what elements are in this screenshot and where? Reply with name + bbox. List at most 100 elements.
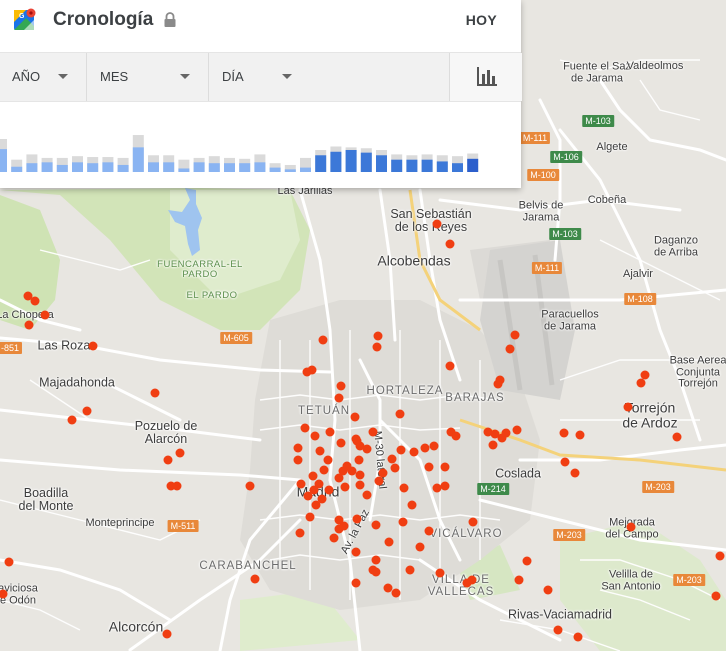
location-marker[interactable] [440,481,450,491]
location-marker[interactable] [505,344,515,354]
location-marker[interactable] [334,393,344,403]
location-marker[interactable] [559,428,569,438]
location-marker[interactable] [300,423,310,433]
histogram-bar-total[interactable] [11,159,23,172]
location-marker[interactable] [162,629,172,639]
location-marker[interactable] [398,517,408,527]
location-marker[interactable] [407,500,417,510]
location-marker[interactable] [334,473,344,483]
location-marker[interactable] [510,330,520,340]
location-marker[interactable] [295,528,305,538]
location-marker[interactable] [311,500,321,510]
location-marker[interactable] [355,470,365,480]
location-marker[interactable] [324,485,334,495]
location-marker[interactable] [352,436,362,446]
location-marker[interactable] [368,427,378,437]
location-marker[interactable] [415,542,425,552]
location-marker[interactable] [424,462,434,472]
location-marker[interactable] [429,441,439,451]
location-marker[interactable] [362,444,372,454]
location-marker[interactable] [468,517,478,527]
location-marker[interactable] [82,406,92,416]
histogram-bar-selected[interactable] [87,163,99,172]
histogram-bar-selected[interactable] [178,168,190,172]
location-marker[interactable] [573,632,583,642]
location-marker[interactable] [372,342,382,352]
location-marker[interactable] [296,479,306,489]
histogram-bar-selected[interactable] [163,162,175,172]
location-marker[interactable] [383,583,393,593]
location-marker[interactable] [636,378,646,388]
location-marker[interactable] [88,341,98,351]
location-marker[interactable] [166,481,176,491]
location-marker[interactable] [23,291,33,301]
location-marker[interactable] [497,433,507,443]
location-marker[interactable] [488,440,498,450]
location-marker[interactable] [315,446,325,456]
location-marker[interactable] [305,512,315,522]
lock-icon[interactable] [163,12,177,28]
location-marker[interactable] [483,427,493,437]
location-marker[interactable] [409,447,419,457]
histogram-bar-selected[interactable] [208,163,220,172]
histogram-bar-selected[interactable] [360,152,372,172]
location-marker[interactable] [340,482,350,492]
location-marker[interactable] [390,463,400,473]
location-marker[interactable] [424,526,434,536]
histogram-bar-selected[interactable] [102,162,114,172]
histogram-bar-total[interactable] [178,159,190,172]
location-marker[interactable] [351,547,361,557]
year-select[interactable]: AÑO [0,53,87,101]
location-marker[interactable] [40,310,50,320]
location-marker[interactable] [329,533,339,543]
location-marker[interactable] [435,568,445,578]
histogram-bar-selected[interactable] [0,149,7,172]
histogram-bar-total[interactable] [56,157,68,172]
histogram-bar-selected[interactable] [11,166,23,172]
histogram-bar-total[interactable] [26,154,38,172]
histogram-bar-selected[interactable] [315,155,327,172]
histogram-bar-selected[interactable] [330,151,342,172]
location-marker[interactable] [250,574,260,584]
location-marker[interactable] [462,578,472,588]
location-marker[interactable] [543,585,553,595]
histogram-bar-selected[interactable] [421,159,433,172]
location-marker[interactable] [467,575,477,585]
location-marker[interactable] [490,429,500,439]
location-marker[interactable] [570,468,580,478]
histogram-bar-selected[interactable] [300,167,311,172]
histogram-bar-total[interactable] [284,164,296,172]
location-marker[interactable] [342,461,352,471]
location-marker[interactable] [371,520,381,530]
today-button[interactable]: HOY [465,12,497,28]
location-marker[interactable] [560,457,570,467]
location-marker[interactable] [163,455,173,465]
histogram-bar-selected[interactable] [224,163,235,172]
histogram-bar-selected[interactable] [26,163,38,172]
location-marker[interactable] [715,551,725,561]
location-marker[interactable] [302,367,312,377]
day-select[interactable]: DÍA [208,53,318,101]
location-marker[interactable] [432,483,442,493]
location-marker[interactable] [336,438,346,448]
histogram-bar-selected[interactable] [132,147,144,172]
location-marker[interactable] [4,557,14,567]
histogram-bar-selected[interactable] [436,161,448,172]
location-marker[interactable] [351,578,361,588]
location-marker[interactable] [314,479,324,489]
location-marker[interactable] [626,522,636,532]
location-marker[interactable] [175,448,185,458]
location-marker[interactable] [67,415,77,425]
histogram-bar-selected[interactable] [406,159,418,172]
histogram-bar-total[interactable] [300,157,311,172]
location-marker[interactable] [396,445,406,455]
location-marker[interactable] [0,589,8,599]
location-marker[interactable] [445,361,455,371]
location-marker[interactable] [373,331,383,341]
location-marker[interactable] [374,476,384,486]
location-marker[interactable] [493,379,503,389]
histogram-bar-selected[interactable] [193,162,205,172]
location-marker[interactable] [384,537,394,547]
location-marker[interactable] [334,524,344,534]
location-marker[interactable] [575,430,585,440]
